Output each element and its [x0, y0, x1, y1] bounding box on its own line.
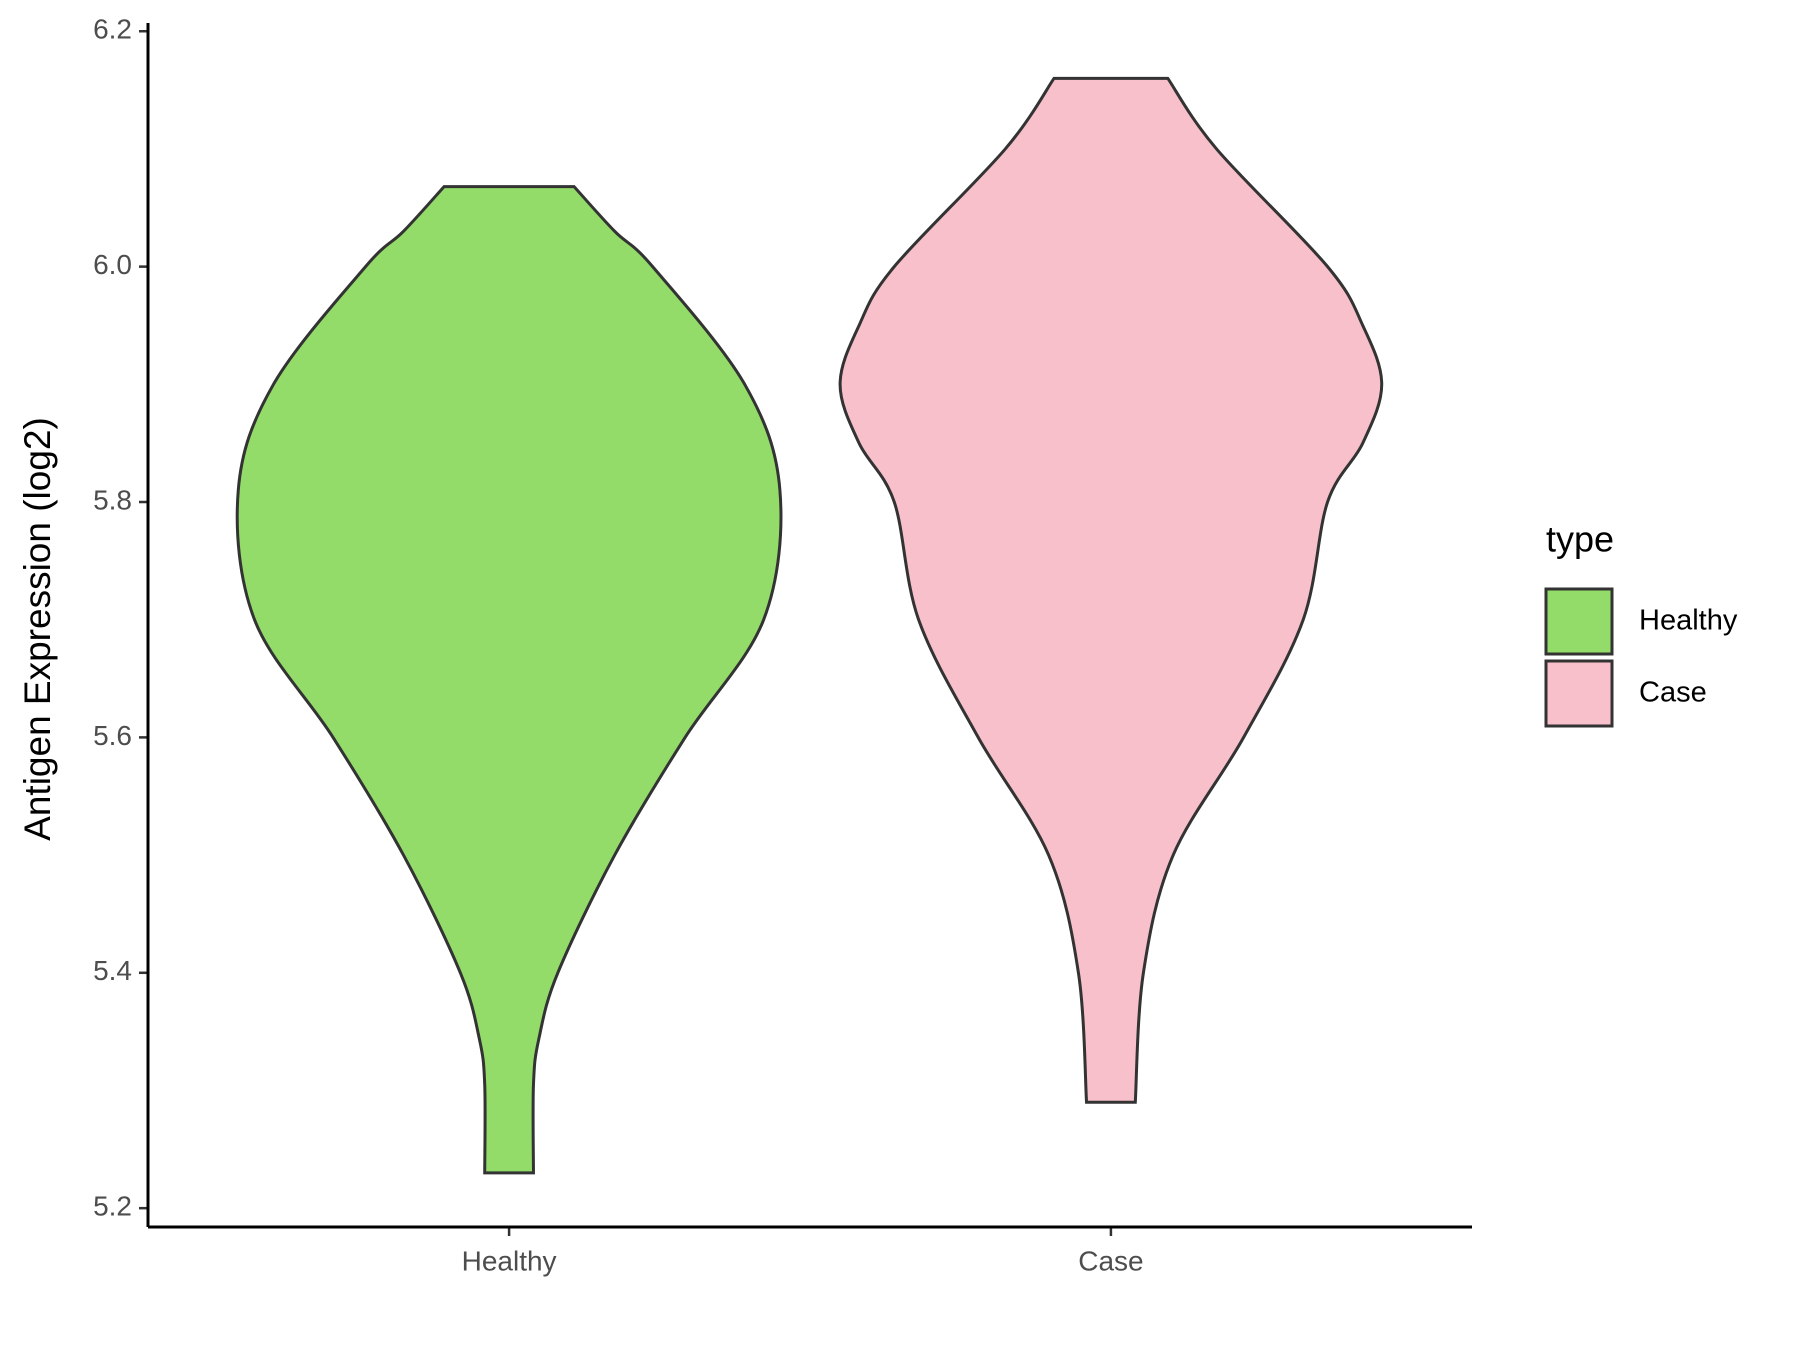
y-tick-label: 5.6	[93, 720, 132, 751]
legend-key	[1544, 587, 1614, 656]
x-tick-label: Case	[1078, 1245, 1143, 1276]
violin	[235, 185, 783, 1175]
legend-label: Case	[1639, 677, 1707, 709]
legend-title: type	[1546, 519, 1614, 560]
y-tick-label: 6.2	[93, 14, 132, 45]
y-tick-label: 6.0	[93, 249, 132, 280]
x-tick-label: Healthy	[462, 1245, 557, 1276]
y-axis-title: Antigen Expression (log2)	[17, 417, 58, 841]
legend-key	[1544, 659, 1614, 728]
y-tick-label: 5.8	[93, 484, 132, 515]
y-tick-label: 5.4	[93, 955, 132, 986]
y-tick-label: 5.2	[93, 1191, 132, 1222]
legend-label: Healthy	[1639, 605, 1738, 637]
violin	[838, 76, 1384, 1104]
